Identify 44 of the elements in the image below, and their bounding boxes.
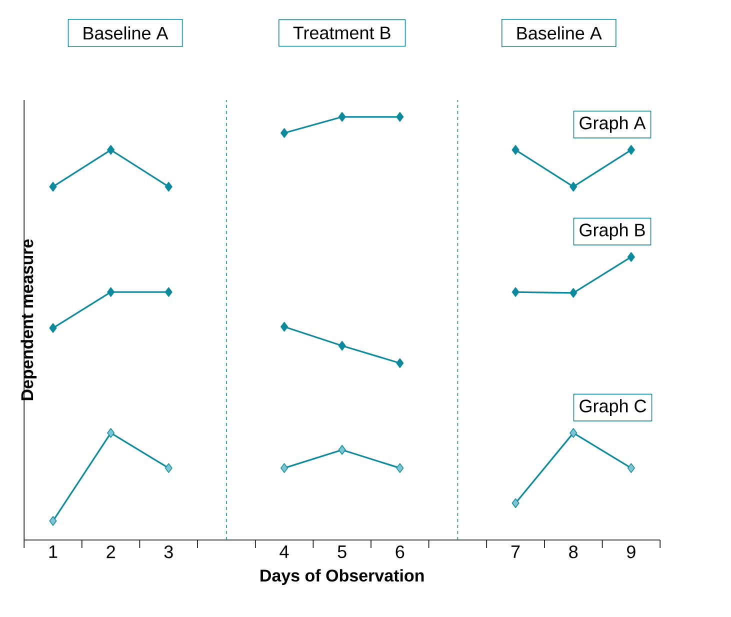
point bbox=[338, 340, 346, 351]
point bbox=[107, 145, 115, 155]
point bbox=[107, 428, 115, 438]
point bbox=[280, 463, 288, 473]
text: Baseline A bbox=[84, 26, 168, 40]
point bbox=[338, 112, 346, 122]
point bbox=[396, 358, 404, 368]
point bbox=[512, 287, 520, 297]
x-tick-label: 8 bbox=[569, 546, 578, 558]
series-label: Graph C bbox=[580, 399, 646, 416]
series-label: Graph A bbox=[580, 116, 646, 133]
x-tick-label: 2 bbox=[106, 546, 115, 558]
point bbox=[627, 145, 635, 155]
point bbox=[570, 182, 578, 192]
point bbox=[164, 463, 172, 473]
x-tick-label: 4 bbox=[280, 546, 289, 558]
x-tick-label: 6 bbox=[396, 546, 404, 558]
point bbox=[164, 182, 172, 192]
point bbox=[280, 128, 288, 138]
point bbox=[570, 288, 578, 298]
x-tick-label: 3 bbox=[164, 546, 173, 558]
point bbox=[338, 444, 346, 455]
point bbox=[512, 498, 520, 508]
point bbox=[396, 463, 404, 473]
y-axis-title: Dependent measure bbox=[20, 239, 37, 400]
point bbox=[280, 322, 288, 332]
point bbox=[570, 428, 578, 438]
x-tick-label: 1 bbox=[49, 546, 58, 558]
point bbox=[49, 516, 57, 526]
point bbox=[627, 463, 635, 473]
text: Baseline A bbox=[517, 26, 602, 40]
x-tick-label: 7 bbox=[511, 546, 520, 558]
series-label: Graph B bbox=[580, 223, 645, 240]
point bbox=[49, 182, 57, 192]
x-axis-title: Days of Observation bbox=[260, 569, 424, 585]
point bbox=[107, 287, 115, 297]
point bbox=[49, 323, 57, 333]
x-tick-label: 5 bbox=[338, 546, 346, 558]
x-tick-label: 9 bbox=[627, 546, 636, 558]
text: Treatment B bbox=[293, 26, 390, 40]
point bbox=[164, 287, 172, 297]
point bbox=[627, 252, 635, 262]
point bbox=[396, 112, 404, 122]
point bbox=[512, 145, 520, 155]
